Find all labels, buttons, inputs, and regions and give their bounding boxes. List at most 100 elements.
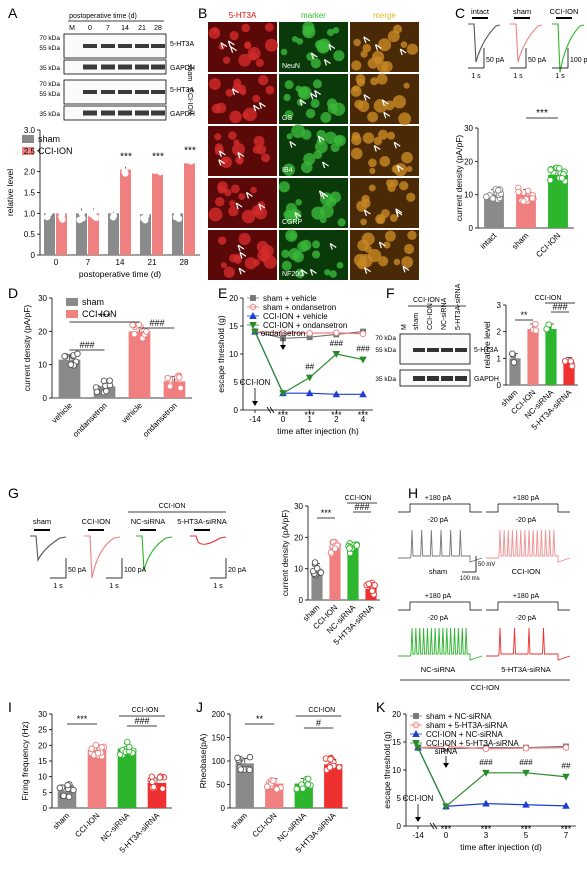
arrow-mark <box>289 140 297 148</box>
cell-blob <box>326 196 337 207</box>
step-label: +180 pA <box>513 495 540 502</box>
x-tick-label: -14 <box>412 831 424 840</box>
cell-blob <box>378 256 389 267</box>
data-point <box>143 328 150 335</box>
sig-stars: # <box>316 718 321 728</box>
current-trace <box>84 535 121 579</box>
data-point <box>246 766 253 774</box>
cell-blob <box>329 270 337 278</box>
cell-blob <box>252 145 261 154</box>
y-tick-label: 10 <box>294 565 303 574</box>
data-point <box>56 784 64 792</box>
data-point <box>175 215 183 222</box>
data-point <box>251 328 259 336</box>
arrow-mark <box>218 159 226 166</box>
legend-label: sham + ondansetron <box>263 303 336 312</box>
y-tick-label: 20 <box>38 741 47 750</box>
data-point <box>326 764 334 771</box>
blot-band <box>118 110 132 116</box>
cell-blob <box>387 131 396 140</box>
bar <box>57 790 77 808</box>
data-point <box>515 188 522 196</box>
panel-letter: K <box>376 699 386 715</box>
y-tick-label: 0 <box>234 406 239 415</box>
sig-stars: *** <box>561 824 572 834</box>
arrow-mark <box>235 202 243 210</box>
data-point <box>293 785 300 793</box>
panel-letter: E <box>218 285 227 301</box>
blot-band <box>135 64 149 70</box>
arrow-head <box>415 817 421 822</box>
y-axis-label: relative level <box>482 321 492 368</box>
y-tick-label: 20 <box>294 533 303 542</box>
legend-label: sham + NC-siRNA <box>426 712 492 721</box>
cell-blob <box>387 30 400 43</box>
y-tick-label: 15 <box>392 738 401 747</box>
cell-blob <box>229 200 236 207</box>
cell-blob <box>214 133 222 141</box>
y-tick-label: 30 <box>464 124 473 133</box>
y-axis-label: escape threshold (g) <box>382 731 392 809</box>
kda-marker: 70 kDa <box>375 335 396 342</box>
legend-label: CCI-ION + 5-HT3A-siRNA <box>426 739 519 748</box>
data-point <box>547 176 554 184</box>
cell-blob <box>208 78 221 91</box>
step-protocol <box>398 601 482 611</box>
cell-blob <box>406 43 419 55</box>
x-tick-label: 4 <box>361 415 366 424</box>
blot-band <box>441 376 453 381</box>
sig-stars: ** <box>520 310 528 320</box>
y-tick-label: 100 <box>212 757 226 766</box>
cell-blob <box>238 232 251 246</box>
data-point <box>61 353 68 360</box>
cell-blob <box>297 85 312 100</box>
legend-swatch <box>22 135 34 143</box>
x-tick-label: CCI-ION <box>534 231 562 259</box>
marker-label: NeuN <box>282 63 300 70</box>
bar <box>56 213 67 255</box>
y-tick-label: 50 <box>216 781 225 790</box>
y-tick-label: 0 <box>299 596 304 605</box>
x-tick-label: CCI-ION <box>73 811 101 839</box>
axis-break <box>269 406 275 414</box>
x-tick-label: sham <box>229 811 249 831</box>
x-axis-label: time after injection (h) <box>277 426 359 436</box>
data-point <box>176 374 183 381</box>
data-point <box>305 389 314 397</box>
cell-blob <box>376 60 389 73</box>
step-label: -20 pA <box>516 517 537 524</box>
arrow-mark <box>237 151 245 159</box>
step-label: +180 pA <box>425 495 452 502</box>
blot-header: postoperative time (d) <box>69 13 137 20</box>
current-trace <box>468 23 501 63</box>
axis-break <box>432 822 438 830</box>
step-label: +180 pA <box>425 593 452 600</box>
cell-blob <box>319 204 334 219</box>
cell-blob <box>233 255 242 264</box>
data-point <box>106 377 113 384</box>
cell-blob <box>312 79 323 89</box>
cell-blob <box>362 43 372 53</box>
arrow-mark <box>299 99 307 106</box>
column-title: merge <box>373 11 396 20</box>
column-title: 5-HT3A <box>229 11 257 20</box>
data-point <box>60 792 67 800</box>
cell-blob <box>400 41 408 48</box>
group-label: CCI-ION <box>345 495 372 502</box>
annotation: CCI-ION <box>240 378 271 387</box>
arrow-mark <box>395 208 403 215</box>
blot-band <box>151 90 165 94</box>
band-label: GAPDH <box>474 376 499 383</box>
y-tick-label: 150 <box>212 734 226 743</box>
data-point <box>100 377 108 385</box>
cell-blob <box>370 77 379 86</box>
y-tick-label: 0 <box>31 251 36 260</box>
arrow-mark <box>381 99 389 107</box>
arrow-mark <box>321 192 329 199</box>
blot-band <box>101 110 115 116</box>
scale-label: 1 s <box>53 583 63 590</box>
y-tick-label: 2.5 <box>24 147 36 156</box>
panel-letter: F <box>386 285 395 301</box>
cell-blob <box>337 218 346 227</box>
